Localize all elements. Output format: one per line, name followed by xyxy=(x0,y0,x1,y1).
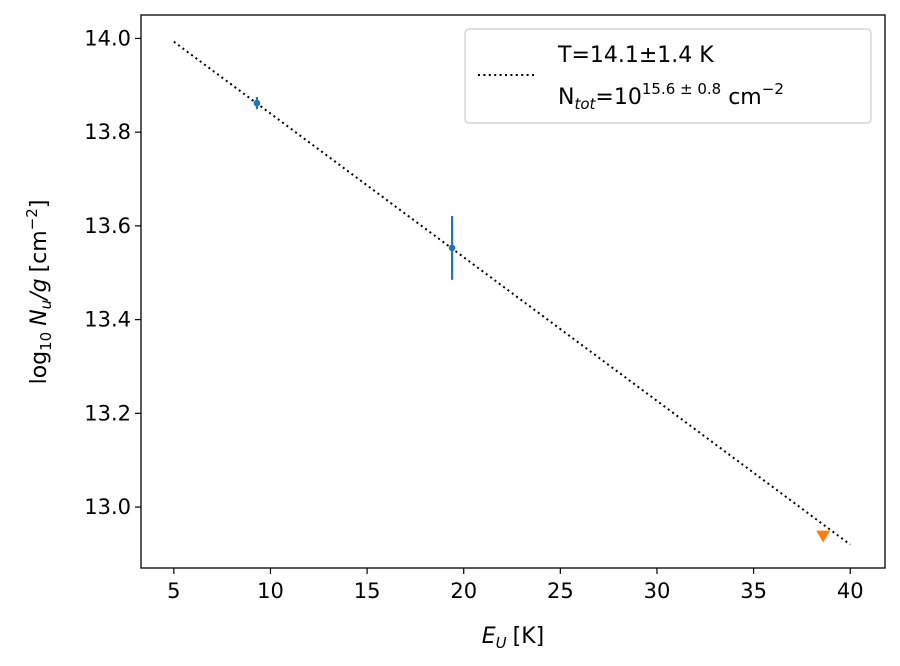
legend: T=14.1±1.4 K Ntot=1015.6 ± 0.8 cm−2 xyxy=(464,28,872,124)
y-axis-label: log10Nu/g[cm−2] xyxy=(23,200,55,385)
x-tick-label: 25 xyxy=(547,579,574,603)
x-axis: 5 10 15 20 25 30 35 40 xyxy=(167,568,864,603)
x-tick-label: 10 xyxy=(257,579,284,603)
fit-line xyxy=(173,40,851,546)
plot-area xyxy=(173,40,851,546)
y-tick-label: 13.4 xyxy=(84,308,131,332)
x-axis-label: EU [K] xyxy=(482,624,544,652)
data-point xyxy=(253,99,261,107)
y-tick-label: 13.6 xyxy=(84,214,131,238)
data-point xyxy=(448,244,456,252)
legend-column-density-text: Ntot=1015.6 ± 0.8 cm−2 xyxy=(558,80,784,113)
legend-box xyxy=(464,28,872,124)
axes-frame xyxy=(140,14,886,569)
x-tick-label: 20 xyxy=(450,579,477,603)
y-tick-label: 13.0 xyxy=(84,495,131,519)
y-axis: 13.0 13.2 13.4 13.6 13.8 14.0 xyxy=(84,26,141,519)
y-tick-label: 14.0 xyxy=(84,26,131,50)
x-tick-label: 40 xyxy=(837,579,864,603)
y-tick-label: 13.2 xyxy=(84,401,131,425)
x-tick-label: 15 xyxy=(354,579,381,603)
upper-limit-point xyxy=(816,530,831,543)
y-tick-label: 13.8 xyxy=(84,120,131,144)
x-tick-label: 5 xyxy=(167,579,180,603)
x-tick-label: 35 xyxy=(740,579,767,603)
legend-temperature-text: T=14.1±1.4 K xyxy=(557,43,714,68)
x-tick-label: 30 xyxy=(644,579,671,603)
